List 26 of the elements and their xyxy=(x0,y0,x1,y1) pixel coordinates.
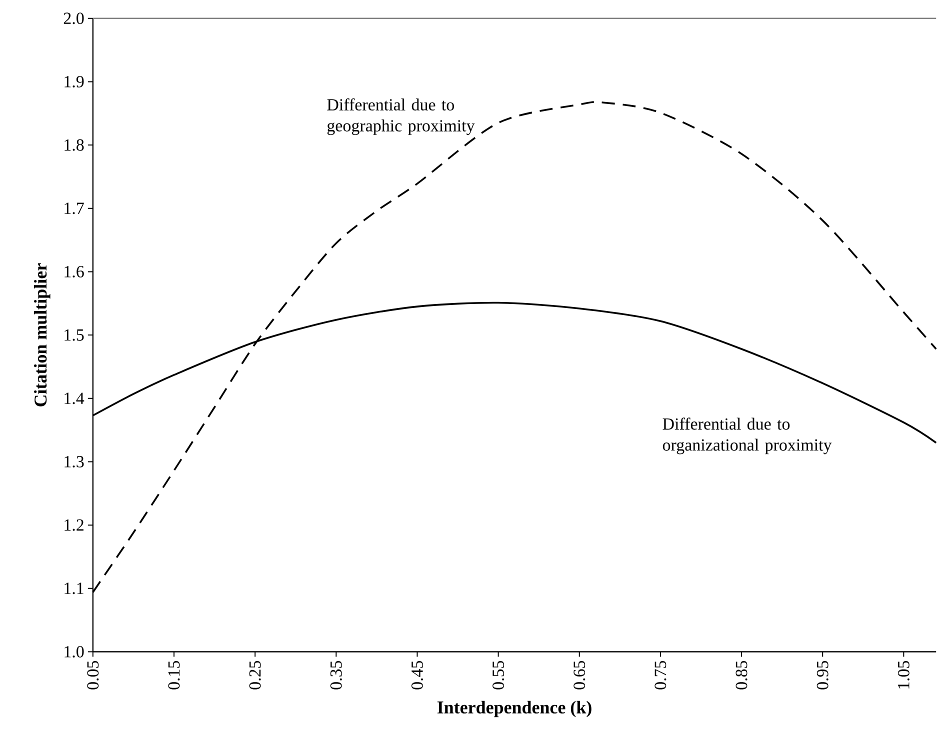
series-label: Differential due to organizational proximity xyxy=(662,418,832,454)
x-tick-label: 0.25 xyxy=(249,661,261,690)
x-tick-label: 0.85 xyxy=(736,661,748,690)
y-axis-title: Citation multiplier xyxy=(34,263,50,407)
x-tick-label: 0.95 xyxy=(816,661,828,690)
x-tick-label: 0.05 xyxy=(87,661,99,690)
y-tick-label: 2.0 xyxy=(64,12,84,24)
y-tick-label: 1.5 xyxy=(64,330,84,341)
x-tick-label: 0.55 xyxy=(492,661,504,690)
x-tick-label: 0.45 xyxy=(411,661,423,690)
y-tick-label: 1.1 xyxy=(64,582,84,594)
series-label: Differential due to geographic proximity xyxy=(327,98,475,136)
y-tick-label: 1.7 xyxy=(64,202,84,214)
x-tick-label: 0.15 xyxy=(168,661,180,690)
x-tick-label: 0.35 xyxy=(330,661,342,690)
y-tick-label: 1.8 xyxy=(64,139,84,151)
y-tick-label: 1.2 xyxy=(64,520,84,531)
x-tick-label: 0.65 xyxy=(574,661,586,690)
y-tick-label: 1.6 xyxy=(64,266,84,278)
x-tick-label: 0.75 xyxy=(654,661,666,690)
y-tick-label: 1.4 xyxy=(64,392,84,404)
x-tick-label: 1.05 xyxy=(898,661,910,689)
y-tick-label: 1.9 xyxy=(64,76,84,88)
x-axis-title: Interdependence (k) xyxy=(437,701,592,718)
y-tick-label: 1.0 xyxy=(64,646,84,658)
y-tick-label: 1.3 xyxy=(64,456,84,468)
